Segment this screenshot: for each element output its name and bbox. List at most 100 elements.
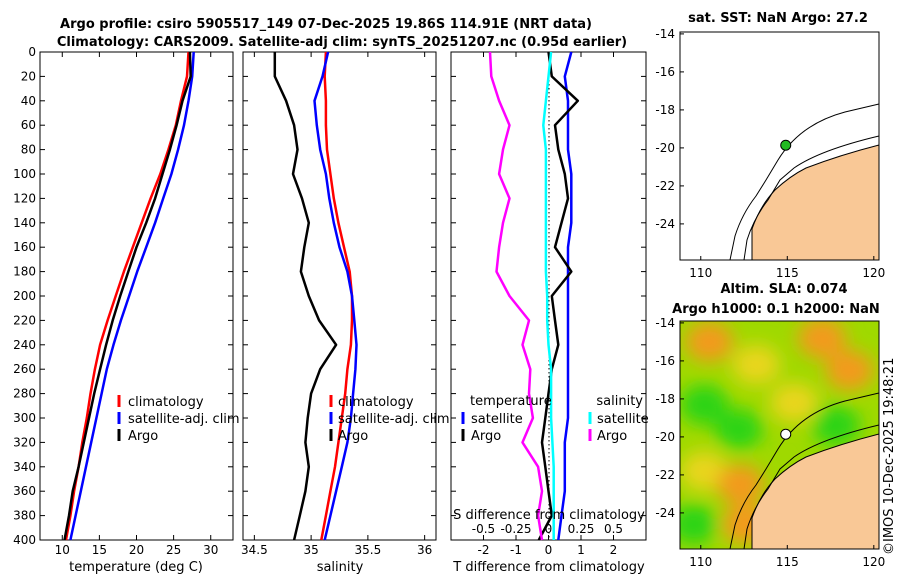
- temperature-legend-satellite: satellite-adj. clim: [128, 412, 240, 427]
- sla-map-ytick-label: -14: [655, 316, 675, 330]
- difference-s-xtick-label: 0.25: [568, 522, 595, 536]
- difference-panel: -2 -1 0 1 2 temperature satellite Argo salin…: [450, 51, 649, 575]
- difference-legend-salinity-title: salinity: [596, 394, 643, 409]
- sla-map-anomaly-yellow: [680, 451, 729, 492]
- sst-map-isobath-inner: [743, 135, 880, 261]
- temperature-series-satellite-adj-clim: [69, 51, 195, 541]
- salinity-legend-climatology: climatology: [338, 395, 414, 410]
- temperature-xtick-label: 15: [92, 543, 107, 557]
- temperature-ytick-label: 0: [28, 45, 36, 59]
- salinity-series-satellite-adj-clim: [313, 51, 358, 541]
- sst-map-ytick-label: -16: [655, 65, 675, 79]
- temperature-panel: 10 15 20 25 30020406080100120140160180200220…: [13, 45, 240, 575]
- difference-series-temperature-satellite: [557, 51, 573, 541]
- temperature-ytick-label: 300: [13, 411, 36, 425]
- temperature-ytick-label: 320: [13, 435, 36, 449]
- difference-legend-t-satellite: satellite: [471, 412, 523, 427]
- sla-map-ytick-label: -16: [655, 354, 675, 368]
- salinity-legend-satellite: satellite-adj. clim: [338, 412, 450, 427]
- temperature-ytick-label: 60: [21, 118, 36, 132]
- sla-map-anomaly-orange: [685, 321, 734, 362]
- difference-legend-s-argo: Argo: [597, 429, 627, 444]
- difference-series-salinity-satellite: [542, 51, 555, 540]
- sst-map-ytick-label: -20: [655, 141, 675, 155]
- temperature-legend-climatology: climatology: [128, 395, 204, 410]
- temperature-ytick-label: 200: [13, 289, 36, 303]
- temperature-ytick-label: 220: [13, 313, 36, 327]
- salinity-legend: climatology satellite-adj. clim Argo: [329, 395, 450, 444]
- sst-map-ytick-label: -14: [655, 27, 675, 41]
- figure-title-line1: Argo profile: csiro 5905517_149 07-Dec-2…: [60, 17, 592, 32]
- copyright-stamp: ©IMOS 10-Dec-2025 19:48:21: [882, 358, 897, 555]
- temperature-ytick-label: 120: [13, 191, 36, 205]
- temperature-legend-argo: Argo: [128, 429, 158, 444]
- sla-map-ytick-label: -18: [655, 392, 675, 406]
- difference-legend: temperature satellite Argo salinity sate…: [461, 394, 649, 444]
- sla-map-xtick-label: 110: [689, 555, 712, 569]
- salinity-xtick-label: 36: [417, 543, 432, 557]
- sst-map-frame: [679, 31, 880, 261]
- salinity-xlabel: salinity: [317, 560, 364, 575]
- difference-xtick-label: -1: [510, 543, 522, 557]
- figure-title-line2: Climatology: CARS2009. Satellite-adj cli…: [57, 35, 627, 50]
- sst-map-xtick-label: 115: [776, 266, 799, 280]
- salinity-xtick-label: 35.5: [355, 543, 382, 557]
- sla-map-anomaly-orange: [797, 321, 846, 359]
- temperature-ytick-label: 20: [21, 69, 36, 83]
- temperature-xtick-label: 20: [129, 543, 144, 557]
- salinity-series-argo: [273, 52, 338, 541]
- salinity-axes-frame: [242, 51, 437, 541]
- sst-map-ytick-label: -24: [655, 217, 675, 231]
- sla-map-ytick-label: -24: [655, 506, 675, 520]
- temperature-ytick-label: 340: [13, 460, 36, 474]
- temperature-ytick-label: 40: [21, 94, 36, 108]
- temperature-xtick-label: 30: [203, 543, 218, 557]
- sst-map-isobath-outer: [729, 103, 880, 261]
- sla-map-title-line2: Argo h1000: 0.1 h2000: NaN: [672, 302, 880, 317]
- sst-map-xtick-label: 110: [689, 266, 712, 280]
- difference-xtick-label: 2: [610, 543, 618, 557]
- difference-legend-t-argo: Argo: [471, 429, 501, 444]
- temperature-series-argo: [63, 51, 192, 541]
- sla-map-frame: [679, 320, 880, 550]
- difference-legend-temperature-title: temperature: [470, 394, 552, 409]
- temperature-xlabel: temperature (deg C): [69, 560, 203, 575]
- sla-map-isobath-outer: [729, 392, 879, 549]
- difference-xtick-label: 0: [545, 543, 553, 557]
- salinity-legend-argo: Argo: [338, 429, 368, 444]
- sla-map-xtick-label: 115: [776, 555, 799, 569]
- sla-map-anomaly-green: [680, 504, 718, 545]
- temperature-ytick-label: 240: [13, 338, 36, 352]
- sst-map-ytick-label: -18: [655, 103, 675, 117]
- sla-map-xtick-label: 120: [862, 555, 885, 569]
- difference-s-xlabel: S difference from climatology: [453, 508, 645, 523]
- sla-map-title-line1: Altim. SLA: 0.074: [721, 282, 848, 297]
- temperature-ytick-label: 260: [13, 362, 36, 376]
- sla-map-argo-point: [780, 428, 792, 440]
- sla-map-anomaly-green: [680, 384, 729, 425]
- temperature-ytick-label: 280: [13, 387, 36, 401]
- difference-s-xtick-label: -0.25: [500, 522, 531, 536]
- salinity-panel: 34.5 35 35.5 36 climatology satellite-adj. …: [241, 51, 450, 575]
- temperature-ytick-label: 80: [21, 143, 36, 157]
- sst-map-panel: sat. SST: NaN Argo: 27.2 110 115 120 -14 -16…: [655, 11, 885, 280]
- difference-series-salinity-argo: [488, 51, 544, 541]
- difference-xtick-label: 1: [577, 543, 585, 557]
- sla-map-anomaly-green: [811, 405, 860, 446]
- sla-map-anomaly-green: [714, 409, 763, 450]
- sst-map-argo-point: [780, 139, 792, 151]
- temperature-ytick-label: 380: [13, 509, 36, 523]
- temperature-axes-frame: [39, 51, 234, 541]
- difference-xlabel: T difference from climatology: [452, 560, 645, 575]
- difference-legend-s-satellite: satellite: [597, 412, 649, 427]
- sla-map-panel: Altim. SLA: 0.074 Argo h1000: 0.1 h2000:…: [655, 282, 885, 569]
- difference-xtick-label: -2: [478, 543, 490, 557]
- sla-map-anomaly-orange: [716, 464, 765, 505]
- temperature-xtick-label: 25: [166, 543, 181, 557]
- sla-map-anomaly-yellow: [770, 382, 819, 423]
- difference-s-xtick-label: -0.5: [472, 522, 495, 536]
- temperature-ytick-label: 140: [13, 216, 36, 230]
- temperature-ytick-label: 400: [13, 533, 36, 547]
- temperature-ytick-label: 360: [13, 484, 36, 498]
